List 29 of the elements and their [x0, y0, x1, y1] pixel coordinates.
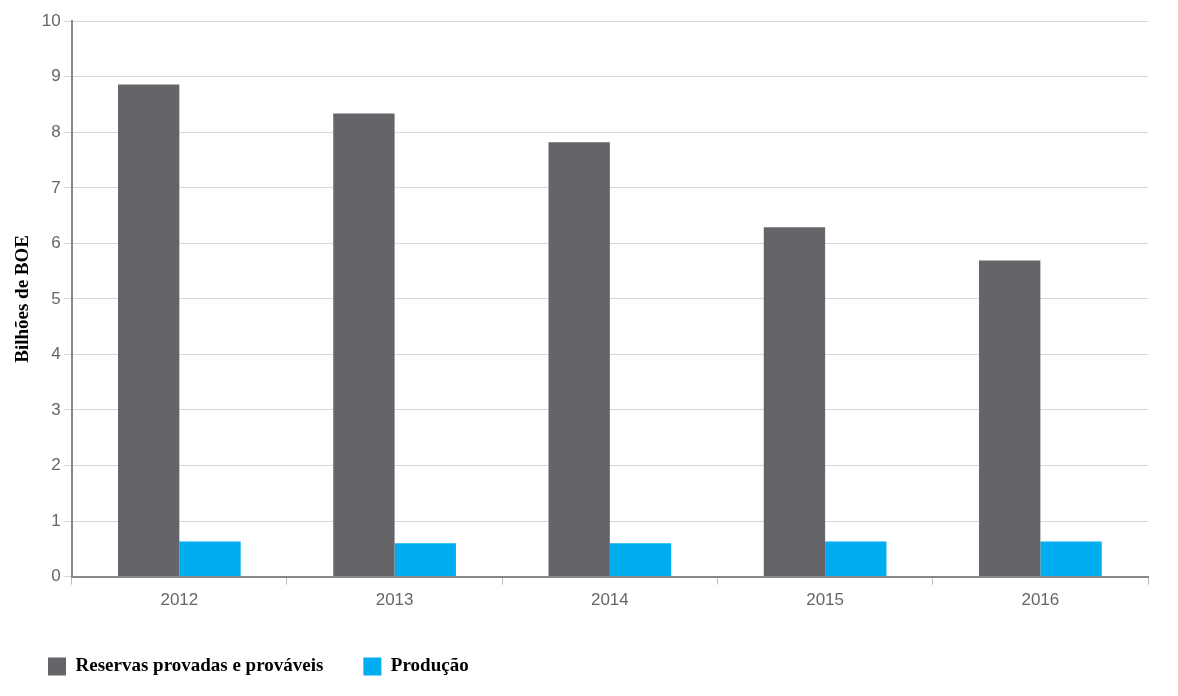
- y-tick-label: 7: [51, 177, 61, 197]
- legend-label: Produção: [390, 654, 469, 676]
- bar: [825, 541, 887, 577]
- y-tick-label: 10: [41, 10, 61, 30]
- y-tick-label: 8: [51, 121, 61, 141]
- x-tick-label: 2016: [1021, 590, 1060, 610]
- bar: [763, 227, 826, 577]
- bar: [117, 84, 180, 577]
- bar: [609, 543, 672, 577]
- y-tick-label: 2: [51, 455, 61, 475]
- x-tick-label: 2013: [375, 590, 414, 610]
- bar: [394, 543, 456, 577]
- bar: [548, 142, 610, 577]
- x-tick-label: 2012: [160, 590, 199, 610]
- bar: [1040, 541, 1102, 577]
- legend-label: Reservas provadas e prováveis: [75, 654, 324, 676]
- bar: [179, 541, 241, 577]
- x-tick-label: 2015: [806, 590, 845, 610]
- bar: [333, 113, 395, 577]
- y-tick-label: 4: [51, 344, 61, 364]
- y-axis-title: Bilhões de BOE: [11, 235, 33, 363]
- y-tick-label: 9: [51, 66, 61, 86]
- y-tick-label: 5: [51, 288, 61, 308]
- y-tick-label: 3: [51, 399, 61, 419]
- x-tick-label: 2014: [590, 590, 629, 610]
- y-tick-label: 0: [51, 566, 61, 586]
- y-tick-label: 6: [51, 233, 61, 253]
- bar: [979, 260, 1041, 577]
- y-tick-label: 1: [51, 510, 61, 530]
